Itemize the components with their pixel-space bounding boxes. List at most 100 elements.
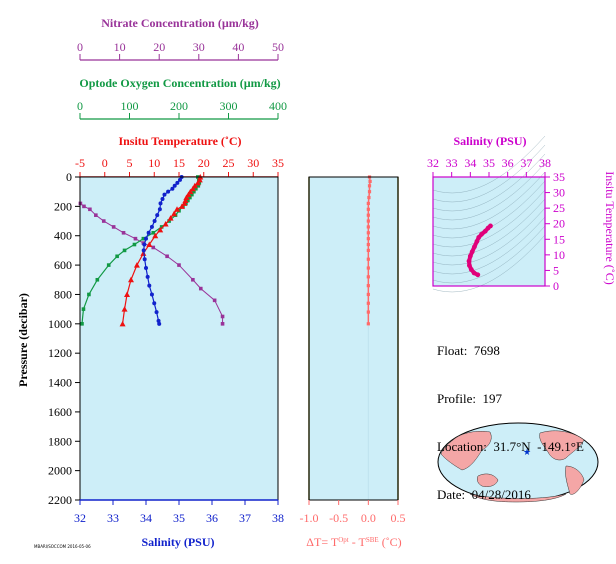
delta-point <box>366 301 370 305</box>
delta-point <box>366 322 370 326</box>
pressure-tick-label: 2000 <box>48 464 72 478</box>
nitrate-tick-label: 0 <box>77 40 83 54</box>
float-location-marker: ★ <box>523 447 531 457</box>
ts-density-contour <box>432 153 546 212</box>
ts-point <box>467 253 473 259</box>
pressure-tick-label: 2200 <box>48 493 72 507</box>
oxygen-point <box>196 184 201 188</box>
salinity-point <box>177 177 182 182</box>
salinity-tick-label: 38 <box>272 511 284 525</box>
nitrate-point <box>220 322 225 326</box>
ts-temperature-tick-label: 35 <box>553 170 565 184</box>
salinity-point <box>166 189 171 194</box>
ts-salinity-tick-label: 36 <box>502 156 514 170</box>
temperature-tick-label: 20 <box>198 156 210 170</box>
salinity-point <box>146 230 151 235</box>
map-land-australia <box>476 473 499 487</box>
salinity-point <box>155 213 160 218</box>
temperature-point <box>127 276 134 283</box>
delta-point <box>367 195 371 200</box>
delta-tick-label: -1.0 <box>300 511 319 525</box>
temperature-tick-label: 30 <box>247 156 259 170</box>
salinity-tick-label: 33 <box>107 511 119 525</box>
salinity-point <box>170 186 175 191</box>
ts-point <box>471 270 477 276</box>
temperature-point <box>194 179 201 186</box>
oxygen-axis-title: Optode Oxygen Concentration (µm/kg) <box>79 76 280 90</box>
nitrate-tick-label: 40 <box>232 40 244 54</box>
delta-point <box>366 292 370 297</box>
delta-point <box>366 266 370 270</box>
main-plot-content <box>78 174 225 327</box>
delta-tick-label: -0.5 <box>329 511 348 525</box>
ts-density-contour <box>432 189 546 248</box>
pressure-tick-label: 1600 <box>48 405 72 419</box>
pressure-tick-label: 200 <box>54 199 72 213</box>
oxygen-tick-label: 100 <box>121 99 139 113</box>
temperature-tick-label: -5 <box>75 156 85 170</box>
main-plot-area <box>80 177 278 500</box>
ts-salinity-tick-label: 33 <box>446 156 458 170</box>
delta-axis-title-sbe: SBE <box>366 536 379 544</box>
map-land-north-america <box>539 430 585 461</box>
ts-temperature-tick-label: 15 <box>553 232 565 246</box>
delta-point <box>368 179 372 184</box>
pressure-axis-title: Pressure (decibar) <box>16 293 30 387</box>
pressure-tick-label: 400 <box>54 229 72 243</box>
ts-salinity-tick-label: 32 <box>427 156 439 170</box>
temperature-point <box>146 241 153 248</box>
ts-temperature-tick-label: 10 <box>553 248 565 262</box>
pressure-tick-label: 1800 <box>48 434 72 448</box>
delta-point <box>367 184 372 188</box>
ts-plot-content <box>432 135 546 293</box>
ts-density-contour <box>432 198 546 257</box>
pressure-axis: 0 200 400 600 800 1000 1200 1400 1600 1800 2000 220… <box>48 170 80 507</box>
nitrate-point <box>198 286 203 291</box>
ts-temperature-tick-label: 0 <box>553 279 559 293</box>
temperature-point <box>133 262 140 268</box>
oxygen-point <box>186 198 190 203</box>
oxygen-tick-label: 0 <box>77 99 83 113</box>
salinity-tick-label: 32 <box>74 511 86 525</box>
nitrate-point <box>82 204 86 209</box>
temperature-point <box>140 250 147 256</box>
salinity-point <box>149 224 154 229</box>
location-value: 31.7°N -149.1°E <box>493 439 584 454</box>
temperature-point <box>189 185 196 192</box>
footer-tag: MBARI/SOCCOM 2016-05-06 <box>34 544 91 549</box>
nitrate-point <box>191 277 195 282</box>
delta-point <box>366 231 370 235</box>
salinity-point <box>175 180 180 185</box>
delta-point <box>366 219 370 223</box>
delta-axis-title-unit: (˚C) <box>379 535 402 549</box>
nitrate-point <box>133 236 138 241</box>
nitrate-tick-label: 50 <box>272 40 284 54</box>
oxygen-point <box>188 195 192 200</box>
nitrate-tick-label: 20 <box>153 40 165 54</box>
temperature-point <box>119 320 126 327</box>
ts-point <box>474 239 480 244</box>
nitrate-point <box>165 254 169 259</box>
nitrate-axis: 0 10 20 30 40 50 <box>77 40 284 61</box>
temperature-tick-label: 10 <box>148 156 160 170</box>
ts-plot-area <box>433 177 545 286</box>
ts-point <box>468 267 474 272</box>
ts-density-contour <box>432 171 546 230</box>
salinity-point <box>172 183 177 188</box>
nitrate-point <box>111 225 116 229</box>
oxygen-point <box>159 225 164 229</box>
salinity-axis: 32 33 34 35 36 37 38 <box>74 499 284 525</box>
salinity-point <box>152 301 157 306</box>
delta-tick-label: 0.5 <box>391 511 406 525</box>
date-row: Date: 04/28/2016 <box>437 487 584 503</box>
delta-line <box>367 176 371 324</box>
ts-density-contour <box>432 216 546 275</box>
oxygen-point <box>122 248 127 253</box>
nitrate-point <box>101 219 106 223</box>
salinity-point <box>144 266 148 271</box>
nitrate-point <box>151 245 156 250</box>
ts-point <box>469 249 475 255</box>
nitrate-axis-title: Nitrate Concentration (µm/kg) <box>101 16 259 30</box>
nitrate-tick-label: 10 <box>114 40 126 54</box>
